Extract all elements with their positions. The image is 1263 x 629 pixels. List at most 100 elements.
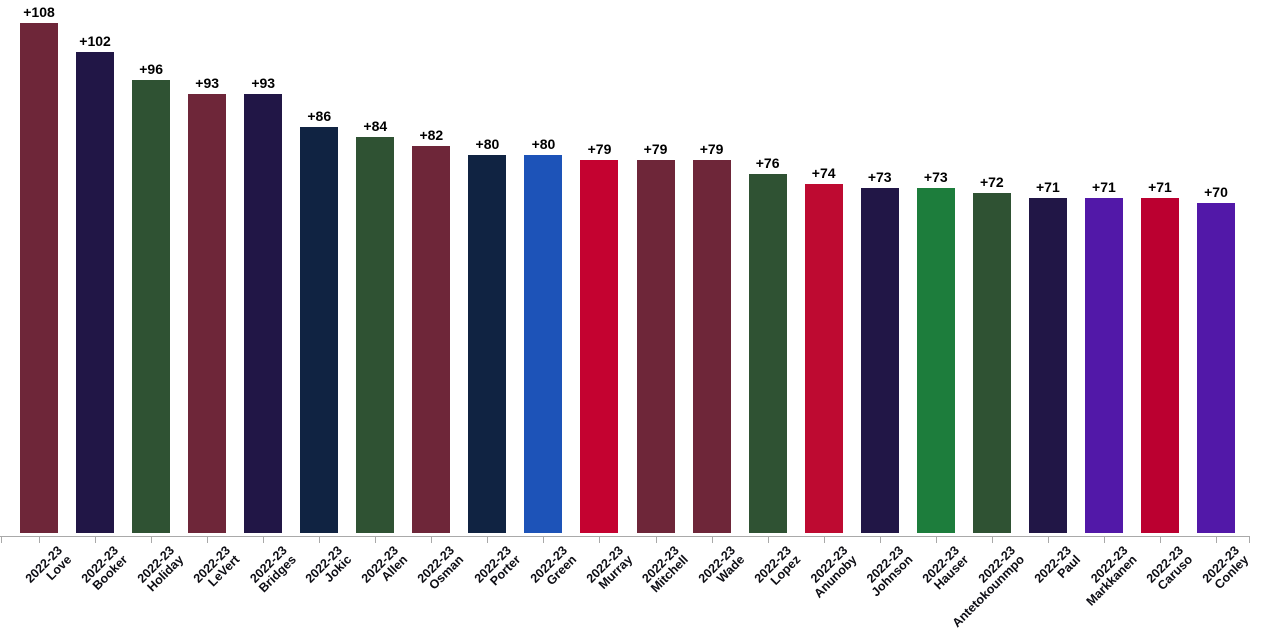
bar-column: +71 2022-23 Paul [1020,0,1083,586]
bar-value-label: +70 [1204,183,1228,200]
x-tick-label: 2022-23 Green [527,543,579,595]
x-tick [935,537,937,543]
bar-column: +80 2022-23 Green [515,0,579,588]
x-tick [487,537,489,543]
bar [1140,197,1179,533]
bar [692,160,731,533]
bar [76,51,115,533]
bar-value-label: +71 [1035,178,1060,195]
bar [636,160,675,533]
bar [580,160,619,533]
x-tick [207,537,209,543]
x-tick-label: 2022-23 Caruso [1144,543,1196,595]
x-tick [263,537,265,543]
bar [972,193,1011,533]
x-tick [1159,537,1161,543]
bar-column: +102 2022-23 Booker [67,0,130,593]
bar-column: +79 2022-23 Wade [684,0,747,586]
bar [356,136,395,533]
bar [1197,202,1235,533]
x-tick [823,537,825,543]
bar-value-label: +73 [923,169,948,186]
bar-value-label: +79 [643,141,668,158]
bar-column: +108 2022-23 Love [11,0,74,586]
bar-column: +79 2022-23 Mitchell [628,0,691,595]
bar-value-label: +71 [1092,178,1116,195]
bar-column: +70 2022-23 Conley [1188,0,1251,592]
bar-value-label: +80 [475,136,500,153]
x-tick [151,537,153,543]
x-tick [95,537,97,543]
x-tick-label: 2022-23 Johnson [860,543,916,599]
x-tick-label: 2022-23 Markkanen [1075,543,1139,608]
bar-value-label: +93 [195,75,220,91]
x-tick-label: 2022-23 Hauser [920,543,972,595]
bar [132,79,171,533]
bar-column: +96 2022-23 Holiday [123,0,187,594]
bar-column: +80 2022-23 Porter [459,0,523,588]
bar-column: +76 2022-23 Lopez [740,0,803,588]
x-tick [711,537,713,543]
x-tick-label: 2022-23 Paul [1032,543,1084,595]
bar [804,183,843,533]
x-tick-label: 2022-23 Conley [1200,543,1252,595]
bar-value-label: +84 [363,117,388,134]
x-tick-label: 2022-23 Lopez [751,543,803,595]
bar-column: +73 2022-23 Hauser [908,0,971,592]
bar-value-label: +80 [531,136,556,153]
bar-value-label: +108 [23,4,55,21]
x-tick [599,537,601,543]
bar-value-label: +79 [587,141,612,158]
bar-column: +74 2022-23 Anunoby [796,0,859,601]
bar-value-label: +79 [699,141,724,158]
x-tick-label: 2022-23 Murray [583,543,635,595]
bar-value-label: +102 [79,32,111,49]
bar-value-label: +71 [1148,178,1172,195]
x-tick-label: 2022-23 LeVert [191,543,243,595]
bar-column: +84 2022-23 Allen [347,0,411,586]
bar-value-label: +76 [755,155,780,172]
bar [1084,197,1123,533]
axis-edge-tick-right [1249,537,1250,543]
x-tick [431,537,433,543]
x-tick-label: 2022-23 Allen [359,543,411,595]
x-tick-label: 2022-23 Bridges [247,543,299,595]
bar-value-label: +74 [811,164,836,181]
x-tick [39,537,41,543]
bar-column: +71 2022-23 Markkanen [1076,0,1139,609]
bar-column: +79 2022-23 Murray [571,0,635,592]
bar [244,94,283,533]
bar [860,188,899,533]
bar-column: +86 2022-23 Jokic [291,0,355,586]
bar-column: +73 2022-23 Johnson [852,0,915,599]
bar [916,188,955,533]
bar [412,146,451,533]
bar-column: +71 2022-23 Caruso [1132,0,1195,593]
x-tick [1103,537,1105,543]
x-tick-label: 2022-23 Osman [415,543,467,595]
bar [20,23,59,533]
bar-column: +82 2022-23 Osman [403,0,467,592]
x-axis-line [0,536,1250,537]
x-tick-label: 2022-23 Wade [695,543,747,595]
x-tick-label: 2022-23 Booker [79,543,131,595]
bar-value-label: +96 [139,60,163,77]
plot-area: +108 2022-23 Love +102 2022-23 Booker +96 2022-… [11,0,1251,629]
x-tick-label: 2022-23 Anunoby [802,543,860,600]
x-tick-label: 2022-23 Holiday [135,543,187,595]
x-tick [1047,537,1049,543]
bar [300,127,339,533]
bar [524,155,563,533]
x-tick [655,537,657,543]
bar [468,155,507,533]
bar-column: +93 2022-23 LeVert [179,0,243,589]
bar-value-label: +82 [419,127,444,143]
x-tick [991,537,993,543]
x-tick [375,537,377,543]
x-tick [1216,537,1217,543]
bar-value-label: +72 [979,174,1004,191]
x-tick-label: 2022-23 Jokic [303,543,355,595]
x-tick-label: 2022-23 Love [23,543,75,595]
bar-column: +72 2022-23 Antetokounmpo [950,0,1028,629]
bar [748,174,787,533]
